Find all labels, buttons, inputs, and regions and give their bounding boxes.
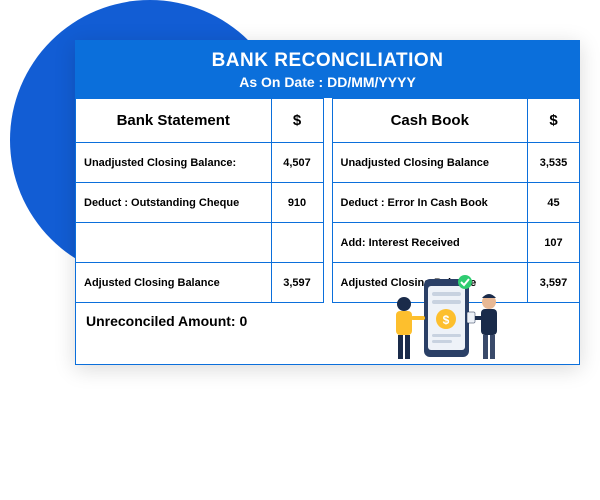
row-label: Unadjusted Closing Balance: [332, 143, 528, 183]
row-value: 910: [271, 183, 323, 223]
cash-book-table: Cash Book $ Unadjusted Closing Balance 3…: [332, 98, 581, 303]
bank-statement-table: Bank Statement $ Unadjusted Closing Bala…: [75, 98, 324, 303]
table-row: [76, 223, 324, 263]
row-label: Deduct : Outstanding Cheque: [76, 183, 272, 223]
row-label: Unadjusted Closing Balance:: [76, 143, 272, 183]
currency-heading: $: [271, 99, 323, 143]
unreconciled-text: Unreconciled Amount: 0: [86, 313, 247, 329]
reconciliation-card: BANK RECONCILIATION As On Date : DD/MM/Y…: [75, 40, 580, 365]
table-header-row: Cash Book $: [332, 99, 580, 143]
row-value: [271, 223, 323, 263]
table-row: Unadjusted Closing Balance 3,535: [332, 143, 580, 183]
table-row: Deduct : Outstanding Cheque 910: [76, 183, 324, 223]
currency-heading: $: [528, 99, 580, 143]
cash-book-heading: Cash Book: [332, 99, 528, 143]
row-value: 4,507: [271, 143, 323, 183]
row-label: Deduct : Error In Cash Book: [332, 183, 528, 223]
illustration-icon: $: [369, 274, 519, 364]
card-header: BANK RECONCILIATION As On Date : DD/MM/Y…: [75, 40, 580, 98]
tables-container: Bank Statement $ Unadjusted Closing Bala…: [75, 98, 580, 303]
table-row: Add: Interest Received 107: [332, 223, 580, 263]
row-value: 3,535: [528, 143, 580, 183]
row-value: 3,597: [528, 263, 580, 303]
row-value: 107: [528, 223, 580, 263]
row-label: Add: Interest Received: [332, 223, 528, 263]
table-row: Deduct : Error In Cash Book 45: [332, 183, 580, 223]
table-header-row: Bank Statement $: [76, 99, 324, 143]
row-value: 45: [528, 183, 580, 223]
table-row: Adjusted Closing Balance 3,597: [76, 263, 324, 303]
header-subtitle: As On Date : DD/MM/YYYY: [75, 74, 580, 90]
row-label: [76, 223, 272, 263]
footer-row: Unreconciled Amount: 0 $: [75, 303, 580, 365]
svg-text:$: $: [443, 313, 450, 327]
table-row: Unadjusted Closing Balance: 4,507: [76, 143, 324, 183]
bank-statement-heading: Bank Statement: [76, 99, 272, 143]
row-label: Adjusted Closing Balance: [76, 263, 272, 303]
header-title: BANK RECONCILIATION: [75, 50, 580, 72]
row-value: 3,597: [271, 263, 323, 303]
